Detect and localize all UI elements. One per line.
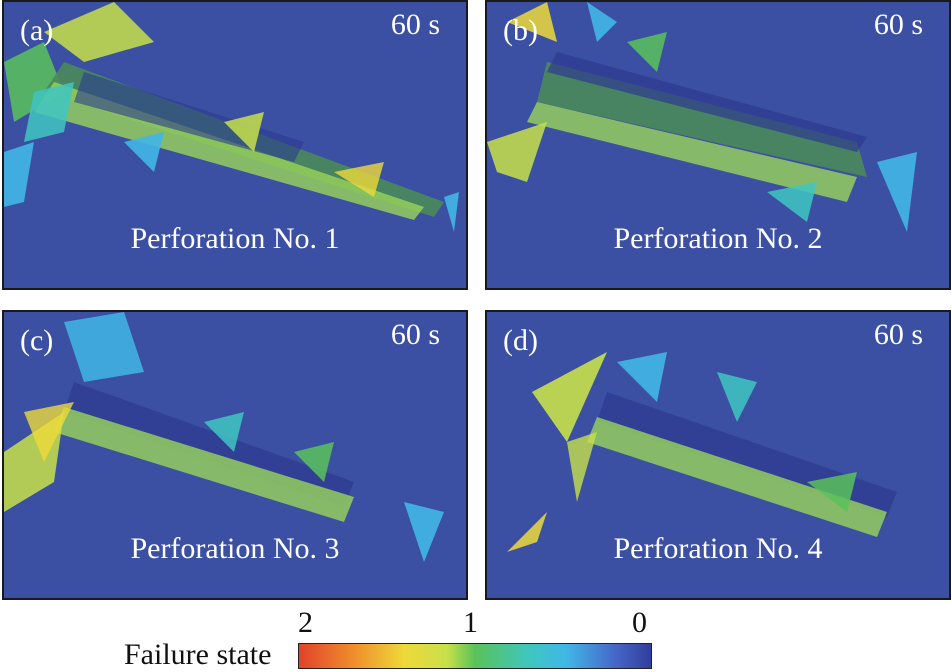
legend-label: Failure state xyxy=(124,638,272,671)
colorbar-tick-min: 0 xyxy=(632,606,647,639)
panel-caption: Perforation No. 2 xyxy=(613,222,823,255)
panel-c: (c) 60 s Perforation No. 3 xyxy=(2,310,468,600)
time-label: 60 s xyxy=(390,318,440,351)
panel-label: (c) xyxy=(20,324,54,357)
fracture-plot-b xyxy=(487,2,917,232)
panel-b: (b) 60 s Perforation No. 2 xyxy=(485,0,951,290)
colorbar-tick-mid: 1 xyxy=(463,606,478,639)
panel-label: (d) xyxy=(503,324,538,357)
fracture-plot-c xyxy=(4,312,444,562)
colorbar xyxy=(298,643,652,669)
colorbar-tick-max: 2 xyxy=(298,606,313,639)
panel-caption: Perforation No. 1 xyxy=(130,222,340,255)
panel-caption: Perforation No. 4 xyxy=(613,532,823,565)
panel-caption: Perforation No. 3 xyxy=(130,532,340,565)
time-label: 60 s xyxy=(390,8,440,41)
fracture-plot-a xyxy=(4,2,459,232)
panel-d: (d) 60 s Perforation No. 4 xyxy=(485,310,951,600)
panel-label: (a) xyxy=(20,14,54,47)
fracture-plot-d xyxy=(507,352,897,552)
panel-a: (a) 60 s Perforation No. 1 xyxy=(2,0,468,290)
time-label: 60 s xyxy=(873,318,923,351)
panel-label: (b) xyxy=(503,14,538,47)
time-label: 60 s xyxy=(873,8,923,41)
